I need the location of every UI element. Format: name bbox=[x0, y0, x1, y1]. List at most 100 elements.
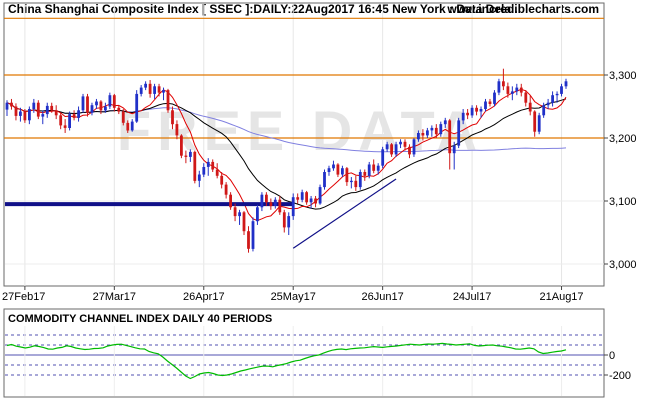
candle-body bbox=[108, 95, 112, 107]
candle-body bbox=[546, 102, 550, 106]
candle-body bbox=[153, 86, 156, 94]
candle-body bbox=[135, 93, 139, 122]
candle-body bbox=[430, 127, 434, 131]
candle-body bbox=[493, 92, 496, 104]
candle-body bbox=[32, 102, 36, 109]
candle-body bbox=[457, 120, 461, 146]
candle-body bbox=[59, 115, 63, 126]
candle-body bbox=[166, 90, 170, 111]
candle-body bbox=[502, 81, 505, 87]
candle-body bbox=[497, 81, 501, 93]
candle-body bbox=[300, 192, 304, 200]
candle-body bbox=[443, 120, 447, 125]
candle-body bbox=[215, 169, 219, 176]
candle-body bbox=[341, 168, 344, 175]
price-panel bbox=[3, 2, 605, 287]
candle-body bbox=[81, 96, 85, 111]
candle-body bbox=[10, 102, 13, 107]
candle-body bbox=[202, 167, 206, 175]
candle-body bbox=[36, 102, 40, 117]
candle-body bbox=[305, 192, 308, 203]
candle-body bbox=[390, 144, 393, 155]
candle-body bbox=[90, 105, 94, 113]
candle-body bbox=[426, 130, 429, 136]
candle-body bbox=[5, 102, 9, 110]
candle-body bbox=[560, 86, 563, 94]
candle-body bbox=[470, 107, 474, 116]
candle-body bbox=[412, 139, 416, 155]
candle-body bbox=[260, 194, 264, 208]
candle-body bbox=[372, 164, 376, 171]
candle-body bbox=[282, 212, 286, 228]
candle-body bbox=[242, 212, 246, 232]
ma-mid-line bbox=[6, 98, 567, 210]
candle-body bbox=[247, 231, 250, 249]
candle-body bbox=[421, 133, 425, 136]
candle-body bbox=[45, 105, 49, 115]
candle-body bbox=[14, 106, 18, 116]
candle-body bbox=[291, 197, 295, 217]
candle-body bbox=[251, 221, 255, 249]
candle-body bbox=[309, 198, 313, 203]
candle-body bbox=[77, 110, 80, 118]
candle-body bbox=[175, 124, 179, 136]
candle-body bbox=[318, 187, 322, 204]
candle-body bbox=[537, 115, 541, 132]
candle-body bbox=[278, 199, 282, 213]
x-tick-label: 21Aug17 bbox=[540, 291, 584, 303]
candle-body bbox=[139, 87, 143, 94]
candle-body bbox=[506, 86, 510, 94]
candle-body bbox=[296, 197, 300, 200]
trend-line bbox=[292, 178, 397, 249]
candle-body bbox=[403, 141, 407, 147]
candle-body bbox=[551, 95, 554, 103]
candle-body bbox=[376, 165, 380, 171]
candle-body bbox=[72, 114, 76, 118]
candle-body bbox=[54, 110, 58, 116]
candle-body bbox=[542, 105, 546, 116]
candle-body bbox=[197, 174, 201, 181]
candle-body bbox=[126, 122, 130, 131]
candle-body bbox=[434, 127, 438, 135]
candle-body bbox=[555, 93, 559, 96]
x-tick-label: 26Jun17 bbox=[362, 291, 404, 303]
candle-body bbox=[86, 96, 89, 113]
candle-body bbox=[180, 135, 183, 156]
candle-body bbox=[224, 184, 228, 195]
candle-body bbox=[50, 105, 54, 111]
candle-body bbox=[519, 87, 523, 93]
cci-tick-label: 0 bbox=[609, 350, 615, 362]
candle-body bbox=[385, 144, 389, 150]
candle-body bbox=[399, 141, 402, 145]
candle-body bbox=[354, 180, 358, 188]
x-tick-label: 27Mar17 bbox=[93, 291, 136, 303]
candle-body bbox=[238, 212, 241, 217]
candle-body bbox=[184, 155, 188, 157]
candle-body bbox=[448, 120, 452, 154]
candle-body bbox=[394, 144, 398, 155]
candle-body bbox=[68, 114, 71, 128]
y-tick-label: 3,200 bbox=[609, 133, 637, 145]
candle-body bbox=[23, 111, 27, 121]
candle-body bbox=[336, 164, 340, 175]
candle-body bbox=[104, 106, 107, 111]
cci-tick-label: -200 bbox=[609, 370, 631, 382]
candle-body bbox=[189, 151, 192, 157]
candle-body bbox=[327, 168, 331, 172]
candle-body bbox=[479, 109, 483, 112]
x-tick-label: 27Feb17 bbox=[2, 291, 45, 303]
candle-body bbox=[144, 83, 147, 88]
chart-title: China Shanghai Composite Index [ SSEC ]:… bbox=[8, 2, 518, 16]
cci-panel bbox=[3, 308, 605, 398]
cci-line bbox=[6, 342, 567, 380]
x-tick-label: 25May17 bbox=[271, 291, 316, 303]
y-tick-label: 3,100 bbox=[609, 196, 637, 208]
candle-body bbox=[112, 95, 116, 108]
y-tick-label: 3,000 bbox=[609, 259, 637, 271]
y-tick-label: 3,300 bbox=[609, 70, 637, 82]
candle-body bbox=[332, 164, 335, 169]
candle-body bbox=[130, 121, 134, 131]
candle-body bbox=[28, 109, 31, 121]
